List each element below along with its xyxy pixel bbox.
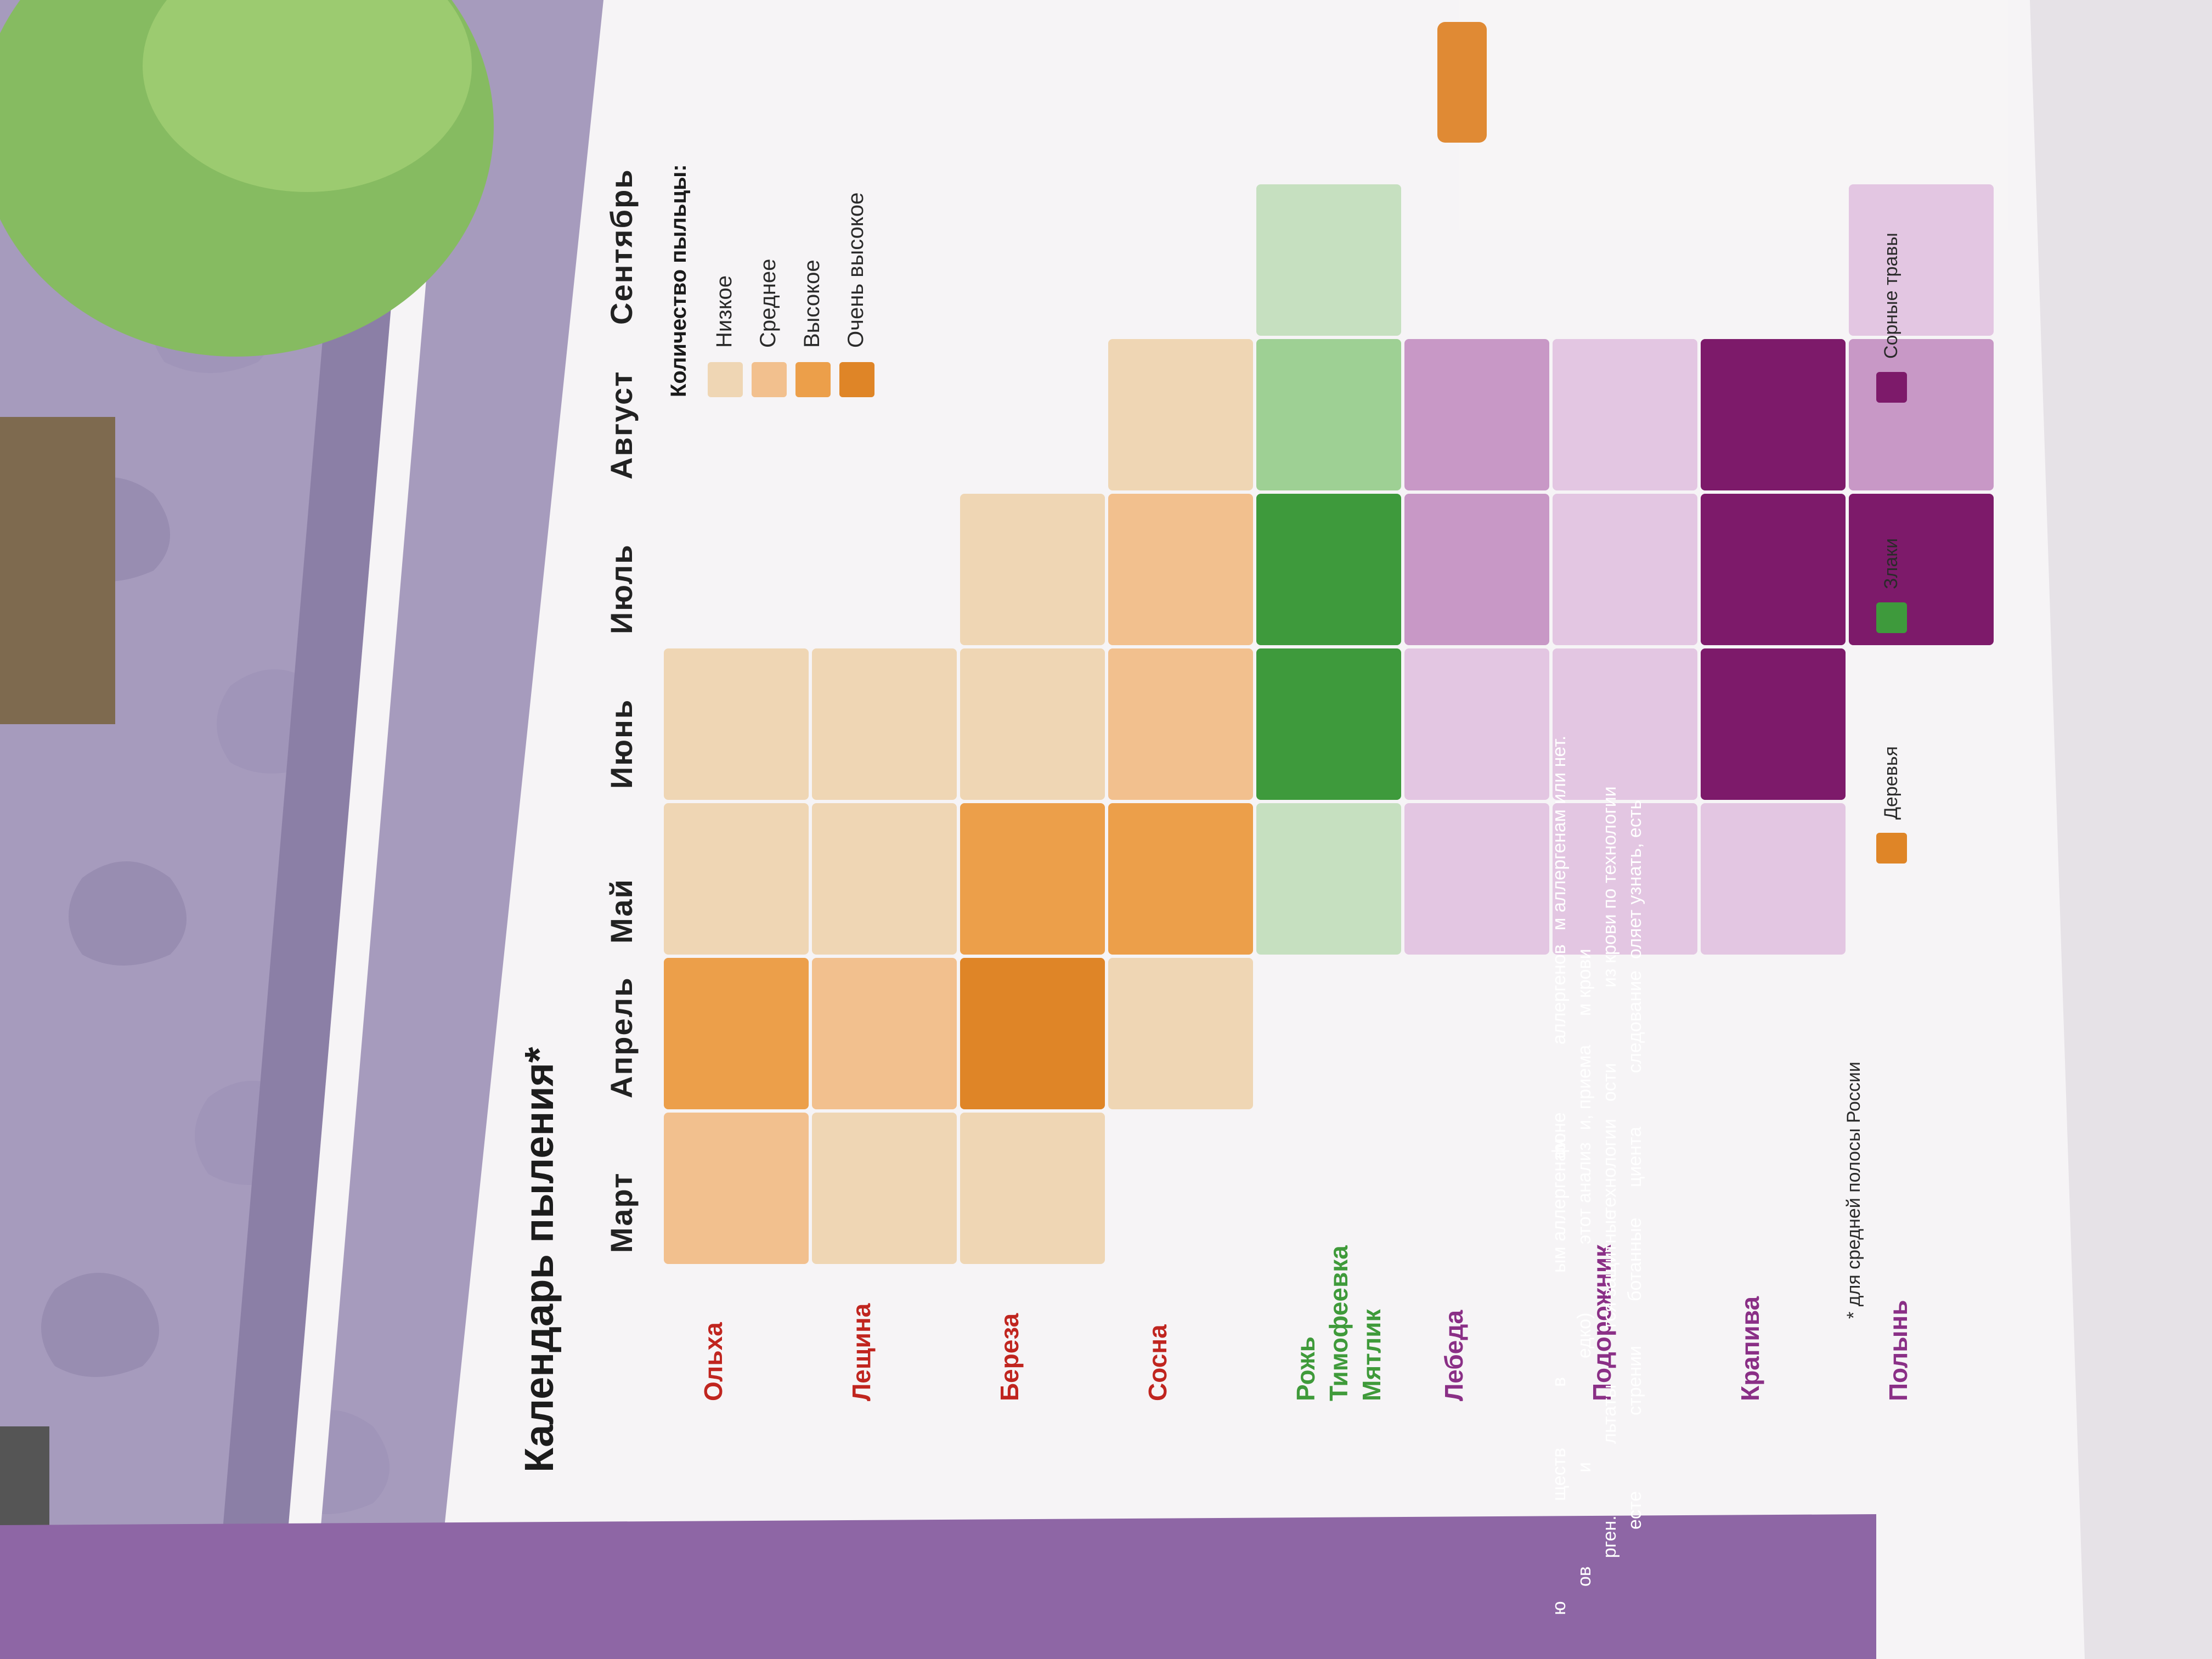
month-label: Май: [604, 878, 639, 944]
heatmap-cell: [1849, 184, 1994, 336]
heatmap-cell: [812, 1113, 957, 1264]
poster-edge-shadow: [2030, 0, 2212, 1659]
heatmap-cell: [1256, 803, 1401, 955]
month-label: Март: [604, 1172, 639, 1253]
heatmap-cell: [664, 1113, 809, 1264]
heatmap-cell: [812, 648, 957, 800]
heatmap-cell: [1404, 648, 1549, 800]
heatmap-cell: [1108, 958, 1253, 1109]
plant-label: Лебеда: [1440, 1310, 1468, 1401]
dark-object: [0, 1426, 49, 1536]
heatmap-cell: [1553, 339, 1697, 490]
heatmap-cell: [1256, 648, 1401, 800]
plant-label: Береза: [995, 1313, 1024, 1401]
legend-title: Количество пыльцы:: [667, 164, 691, 397]
heatmap-cell: [1553, 648, 1697, 800]
heatmap-cell: [1701, 494, 1846, 645]
heatmap-cell: [1256, 494, 1401, 645]
category-label: Деревья: [1881, 746, 1901, 820]
heatmap-cell: [1108, 494, 1253, 645]
heatmap-cell: [960, 648, 1105, 800]
heatmap-cell: [1256, 339, 1401, 490]
legend-label: Среднее: [756, 258, 780, 348]
plant-label: Ольха: [699, 1322, 727, 1401]
heatmap-cell: [1108, 648, 1253, 800]
category-swatch: [1876, 833, 1907, 864]
category-label: Сорные травы: [1881, 233, 1901, 359]
heatmap-cell: [1849, 339, 1994, 490]
wooden-box: [0, 417, 115, 724]
month-label: Апрель: [604, 977, 639, 1098]
legend-swatch: [839, 362, 874, 397]
heatmap-cell: [960, 803, 1105, 955]
immune-badge: [1437, 22, 1487, 143]
heatmap-cell: [1701, 648, 1846, 800]
heatmap-cell: [1108, 339, 1253, 490]
wall-gap: [285, 0, 450, 1564]
heatmap-cell: [960, 1113, 1105, 1264]
month-label: Сентябрь: [604, 168, 639, 325]
plant-label: Крапива: [1736, 1296, 1764, 1401]
plant-label: Лещина: [847, 1303, 876, 1401]
category-swatch: [1876, 372, 1907, 403]
category-swatch: [1876, 602, 1907, 633]
plant-label: Полынь: [1884, 1300, 1912, 1401]
month-label: Август: [604, 370, 639, 479]
footnote: * для средней полосы России: [1843, 1062, 1864, 1319]
side-text-fragment: м аллергенам или нет.: [1549, 736, 1570, 930]
heatmap-cell: [960, 494, 1105, 645]
legend-label: Низкое: [712, 275, 736, 348]
wall-border: [219, 0, 417, 1569]
legend-label: Очень высокое: [844, 192, 868, 348]
month-label: Июль: [604, 544, 639, 634]
side-text-fragment: из крови по технологии: [1599, 786, 1620, 988]
month-label: Июнь: [604, 698, 639, 789]
heatmap-cell: [664, 648, 809, 800]
bush-highlight: [143, 0, 472, 192]
legend-label: Высокое: [800, 259, 824, 348]
legend-swatch: [795, 362, 831, 397]
side-text-fragment: м крови: [1574, 949, 1595, 1016]
heatmap-cell: [812, 958, 957, 1109]
heatmap-cell: [1701, 803, 1846, 955]
heatmap-cell: [1553, 494, 1697, 645]
plant-label: Сосна: [1143, 1324, 1172, 1401]
chart-title: Календарь пыления*: [516, 1047, 562, 1472]
heatmap-cell: [664, 803, 809, 955]
side-text-fragment: оляет узнать, есть: [1623, 800, 1647, 959]
heatmap-cell: [960, 958, 1105, 1109]
legend-swatch: [708, 362, 743, 397]
heatmap-cell: [1849, 494, 1994, 645]
heatmap-cell: [812, 803, 957, 955]
category-label: Злаки: [1881, 538, 1901, 589]
poster-board: Календарь пыления* Март Апрель Май Июнь Июль…: [516, 164, 1994, 1615]
heatmap-cell: [1108, 803, 1253, 955]
legend-swatch: [752, 362, 787, 397]
heatmap-cell: [1404, 803, 1549, 955]
heatmap-cell: [1701, 339, 1846, 490]
heatmap-cell: [1404, 339, 1549, 490]
heatmap-cell: [1404, 494, 1549, 645]
purple-band-bottom: [0, 1514, 1876, 1659]
heatmap-cell: [1256, 184, 1401, 336]
heatmap-cell: [664, 958, 809, 1109]
plant-label: Рожь Тимофеевка Мятлик: [1291, 1245, 1386, 1401]
